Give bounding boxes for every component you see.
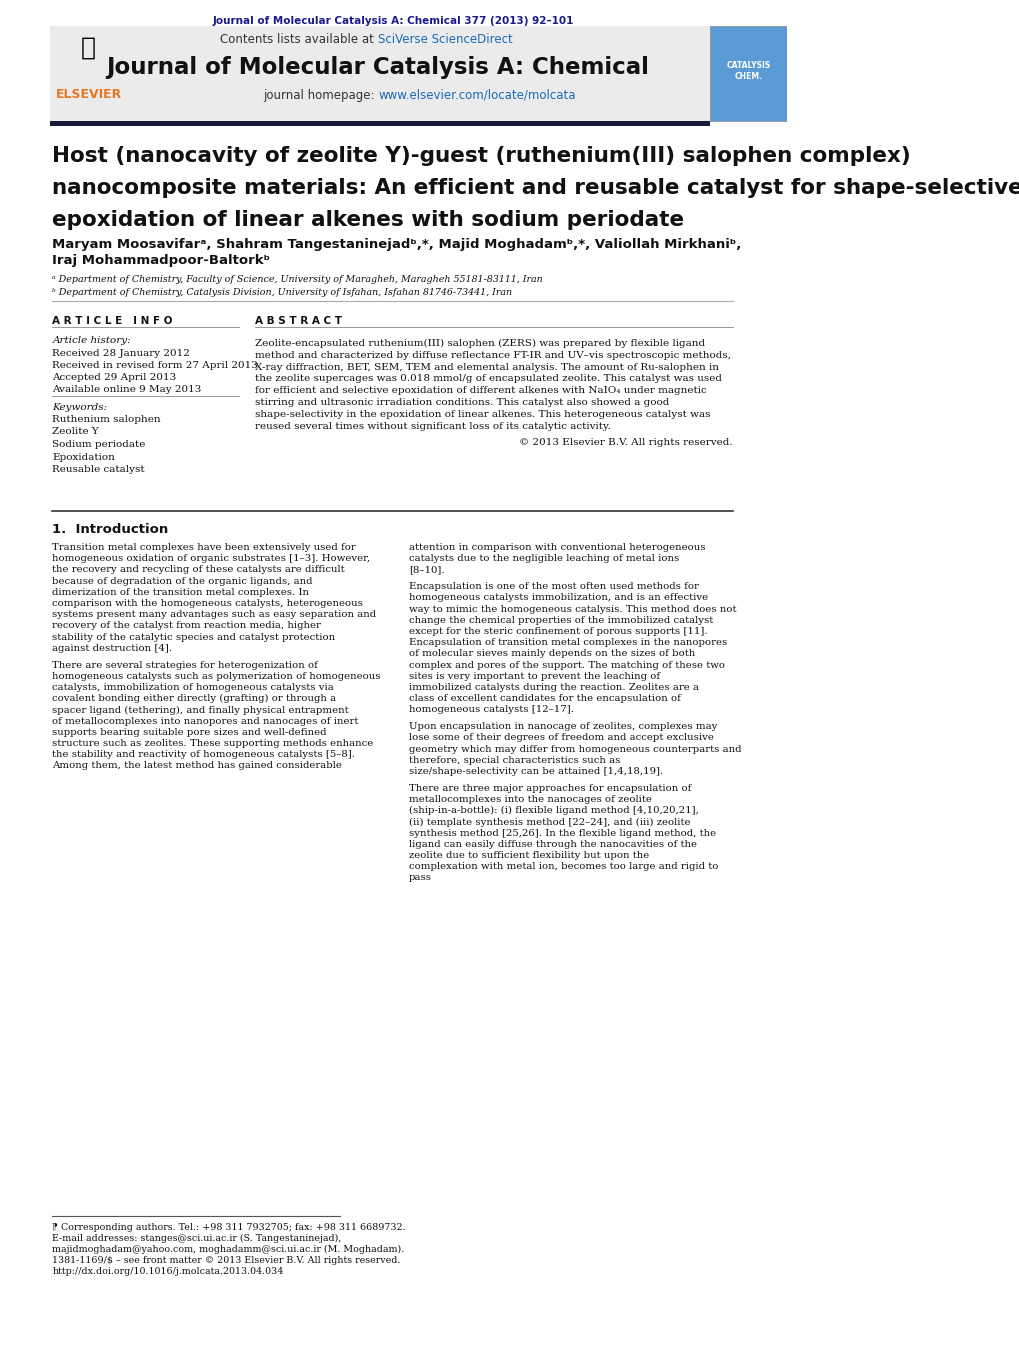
Text: majidmoghadam@yahoo.com, moghadamm@sci.ui.ac.ir (M. Moghadam).: majidmoghadam@yahoo.com, moghadamm@sci.u… bbox=[52, 1246, 405, 1254]
Text: E-mail addresses: stanges@sci.ui.ac.ir (S. Tangestaninejad),: E-mail addresses: stanges@sci.ui.ac.ir (… bbox=[52, 1233, 341, 1243]
Text: metallocomplexes into the nanocages of zeolite: metallocomplexes into the nanocages of z… bbox=[409, 794, 651, 804]
Text: of metallocomplexes into nanopores and nanocages of inert: of metallocomplexes into nanopores and n… bbox=[52, 716, 359, 725]
Text: Reusable catalyst: Reusable catalyst bbox=[52, 465, 145, 474]
Text: SciVerse ScienceDirect: SciVerse ScienceDirect bbox=[378, 32, 513, 46]
Text: supports bearing suitable pore sizes and well-defined: supports bearing suitable pore sizes and… bbox=[52, 728, 327, 736]
Text: homogeneous catalysts [12–17].: homogeneous catalysts [12–17]. bbox=[409, 705, 574, 715]
Text: ligand can easily diffuse through the nanocavities of the: ligand can easily diffuse through the na… bbox=[409, 840, 696, 848]
Text: stirring and ultrasonic irradiation conditions. This catalyst also showed a good: stirring and ultrasonic irradiation cond… bbox=[255, 399, 668, 407]
Text: ᵃ Department of Chemistry, Faculty of Science, University of Maragheh, Maragheh : ᵃ Department of Chemistry, Faculty of Sc… bbox=[52, 276, 543, 284]
Text: for efficient and selective epoxidation of different alkenes with NaIO₄ under ma: for efficient and selective epoxidation … bbox=[255, 386, 706, 396]
Text: spacer ligand (tethering), and finally physical entrapment: spacer ligand (tethering), and finally p… bbox=[52, 705, 348, 715]
Text: catalysts, immobilization of homogeneous catalysts via: catalysts, immobilization of homogeneous… bbox=[52, 684, 334, 692]
Text: Contents lists available at: Contents lists available at bbox=[220, 32, 378, 46]
Text: nanocomposite materials: An efficient and reusable catalyst for shape-selective: nanocomposite materials: An efficient an… bbox=[52, 178, 1019, 199]
Text: reused several times without significant loss of its catalytic activity.: reused several times without significant… bbox=[255, 422, 609, 431]
Text: method and characterized by diffuse reflectance FT-IR and UV–vis spectroscopic m: method and characterized by diffuse refl… bbox=[255, 351, 730, 359]
Text: ELSEVIER: ELSEVIER bbox=[56, 88, 121, 101]
Text: way to mimic the homogeneous catalysis. This method does not: way to mimic the homogeneous catalysis. … bbox=[409, 605, 736, 613]
Text: attention in comparison with conventional heterogeneous: attention in comparison with conventiona… bbox=[409, 543, 705, 553]
Text: of molecular sieves mainly depends on the sizes of both: of molecular sieves mainly depends on th… bbox=[409, 650, 695, 658]
Text: Journal of Molecular Catalysis A: Chemical 377 (2013) 92–101: Journal of Molecular Catalysis A: Chemic… bbox=[213, 16, 574, 26]
Text: Received 28 January 2012: Received 28 January 2012 bbox=[52, 349, 191, 358]
Text: Available online 9 May 2013: Available online 9 May 2013 bbox=[52, 385, 202, 394]
Text: (ship-in-a-bottle): (i) flexible ligand method [4,10,20,21],: (ship-in-a-bottle): (i) flexible ligand … bbox=[409, 807, 698, 815]
Text: Among them, the latest method has gained considerable: Among them, the latest method has gained… bbox=[52, 762, 342, 770]
Text: size/shape-selectivity can be attained [1,4,18,19].: size/shape-selectivity can be attained [… bbox=[409, 767, 662, 775]
Text: dimerization of the transition metal complexes. In: dimerization of the transition metal com… bbox=[52, 588, 309, 597]
Text: Keywords:: Keywords: bbox=[52, 403, 107, 412]
Text: the recovery and recycling of these catalysts are difficult: the recovery and recycling of these cata… bbox=[52, 566, 344, 574]
Text: homogeneous catalysts such as polymerization of homogeneous: homogeneous catalysts such as polymeriza… bbox=[52, 671, 381, 681]
Text: change the chemical properties of the immobilized catalyst: change the chemical properties of the im… bbox=[409, 616, 712, 624]
Text: structure such as zeolites. These supporting methods enhance: structure such as zeolites. These suppor… bbox=[52, 739, 373, 748]
Text: CATALYSIS
CHEM.: CATALYSIS CHEM. bbox=[726, 61, 769, 81]
Text: There are several strategies for heterogenization of: There are several strategies for heterog… bbox=[52, 661, 318, 670]
Text: geometry which may differ from homogeneous counterparts and: geometry which may differ from homogeneo… bbox=[409, 744, 741, 754]
Text: synthesis method [25,26]. In the flexible ligand method, the: synthesis method [25,26]. In the flexibl… bbox=[409, 828, 715, 838]
Text: Encapsulation of transition metal complexes in the nanopores: Encapsulation of transition metal comple… bbox=[409, 638, 727, 647]
Text: pass: pass bbox=[409, 873, 431, 882]
Text: [8–10].: [8–10]. bbox=[409, 566, 444, 574]
Text: stability of the catalytic species and catalyst protection: stability of the catalytic species and c… bbox=[52, 632, 335, 642]
Text: the zeolite supercages was 0.018 mmol/g of encapsulated zeolite. This catalyst w: the zeolite supercages was 0.018 mmol/g … bbox=[255, 374, 720, 384]
Text: Encapsulation is one of the most often used methods for: Encapsulation is one of the most often u… bbox=[409, 582, 698, 592]
Text: homogeneous catalysts immobilization, and is an effective: homogeneous catalysts immobilization, an… bbox=[409, 593, 707, 603]
Text: covalent bonding either directly (grafting) or through a: covalent bonding either directly (grafti… bbox=[52, 694, 336, 704]
Text: Sodium periodate: Sodium periodate bbox=[52, 440, 146, 449]
Text: 1.  Introduction: 1. Introduction bbox=[52, 523, 168, 536]
Text: X-ray diffraction, BET, SEM, TEM and elemental analysis. The amount of Ru-saloph: X-ray diffraction, BET, SEM, TEM and ele… bbox=[255, 362, 718, 372]
Text: class of excellent candidates for the encapsulation of: class of excellent candidates for the en… bbox=[409, 694, 680, 704]
Text: the stability and reactivity of homogeneous catalysts [5–8].: the stability and reactivity of homogene… bbox=[52, 750, 356, 759]
Text: There are three major approaches for encapsulation of: There are three major approaches for enc… bbox=[409, 784, 691, 793]
Text: ᵇ Department of Chemistry, Catalysis Division, University of Isfahan, Isfahan 81: ᵇ Department of Chemistry, Catalysis Div… bbox=[52, 288, 513, 297]
Text: Upon encapsulation in nanocage of zeolites, complexes may: Upon encapsulation in nanocage of zeolit… bbox=[409, 723, 716, 731]
Text: sites is very important to prevent the leaching of: sites is very important to prevent the l… bbox=[409, 671, 659, 681]
Text: Article history:: Article history: bbox=[52, 336, 131, 345]
Text: catalysts due to the negligible leaching of metal ions: catalysts due to the negligible leaching… bbox=[409, 554, 679, 563]
Text: Journal of Molecular Catalysis A: Chemical: Journal of Molecular Catalysis A: Chemic… bbox=[107, 55, 649, 78]
Text: systems present many advantages such as easy separation and: systems present many advantages such as … bbox=[52, 611, 376, 619]
Text: ⁋ Corresponding authors. Tel.: +98 311 7932705; fax: +98 311 6689732.: ⁋ Corresponding authors. Tel.: +98 311 7… bbox=[52, 1223, 406, 1232]
Text: Maryam Moosavifarᵃ, Shahram Tangestaninejadᵇ,*, Majid Moghadamᵇ,*, Valiollah Mir: Maryam Moosavifarᵃ, Shahram Tangestanine… bbox=[52, 238, 741, 251]
Text: (ii) template synthesis method [22–24], and (iii) zeolite: (ii) template synthesis method [22–24], … bbox=[409, 817, 690, 827]
Text: against destruction [4].: against destruction [4]. bbox=[52, 644, 172, 653]
Text: Zeolite-encapsulated ruthenium(III) salophen (ZERS) was prepared by flexible lig: Zeolite-encapsulated ruthenium(III) salo… bbox=[255, 339, 704, 349]
Bar bbox=[50, 122, 709, 126]
Text: Iraj Mohammadpoor-Baltorkᵇ: Iraj Mohammadpoor-Baltorkᵇ bbox=[52, 254, 270, 267]
Text: because of degradation of the organic ligands, and: because of degradation of the organic li… bbox=[52, 577, 313, 585]
Text: homogeneous oxidation of organic substrates [1–3]. However,: homogeneous oxidation of organic substra… bbox=[52, 554, 370, 563]
Text: immobilized catalysts during the reaction. Zeolites are a: immobilized catalysts during the reactio… bbox=[409, 684, 698, 692]
Text: A B S T R A C T: A B S T R A C T bbox=[255, 316, 341, 326]
Text: complexation with metal ion, becomes too large and rigid to: complexation with metal ion, becomes too… bbox=[409, 862, 717, 871]
Text: epoxidation of linear alkenes with sodium periodate: epoxidation of linear alkenes with sodiu… bbox=[52, 209, 684, 230]
Text: Epoxidation: Epoxidation bbox=[52, 453, 115, 462]
Text: comparison with the homogeneous catalysts, heterogeneous: comparison with the homogeneous catalyst… bbox=[52, 598, 363, 608]
Text: journal homepage:: journal homepage: bbox=[263, 89, 378, 101]
Text: http://dx.doi.org/10.1016/j.molcata.2013.04.034: http://dx.doi.org/10.1016/j.molcata.2013… bbox=[52, 1267, 283, 1275]
Text: Received in revised form 27 April 2013: Received in revised form 27 April 2013 bbox=[52, 361, 258, 370]
Text: shape-selectivity in the epoxidation of linear alkenes. This heterogeneous catal: shape-selectivity in the epoxidation of … bbox=[255, 409, 709, 419]
Bar bbox=[709, 26, 787, 122]
Text: except for the steric confinement of porous supports [11].: except for the steric confinement of por… bbox=[409, 627, 707, 636]
Text: therefore, special characteristics such as: therefore, special characteristics such … bbox=[409, 755, 620, 765]
Text: © 2013 Elsevier B.V. All rights reserved.: © 2013 Elsevier B.V. All rights reserved… bbox=[519, 439, 733, 447]
Text: recovery of the catalyst from reaction media, higher: recovery of the catalyst from reaction m… bbox=[52, 621, 321, 631]
Text: A R T I C L E   I N F O: A R T I C L E I N F O bbox=[52, 316, 173, 326]
Bar bbox=[50, 26, 127, 122]
Bar bbox=[50, 26, 709, 122]
Text: Host (nanocavity of zeolite Y)-guest (ruthenium(III) salophen complex): Host (nanocavity of zeolite Y)-guest (ru… bbox=[52, 146, 910, 166]
Text: lose some of their degrees of freedom and accept exclusive: lose some of their degrees of freedom an… bbox=[409, 734, 713, 743]
Text: Accepted 29 April 2013: Accepted 29 April 2013 bbox=[52, 373, 176, 382]
Text: Ruthenium salophen: Ruthenium salophen bbox=[52, 415, 161, 424]
Text: 🌿: 🌿 bbox=[82, 36, 96, 59]
Text: zeolite due to sufficient flexibility but upon the: zeolite due to sufficient flexibility bu… bbox=[409, 851, 648, 861]
Text: Zeolite Y: Zeolite Y bbox=[52, 427, 99, 436]
Text: 1381-1169/$ – see front matter © 2013 Elsevier B.V. All rights reserved.: 1381-1169/$ – see front matter © 2013 El… bbox=[52, 1256, 400, 1265]
Text: www.elsevier.com/locate/molcata: www.elsevier.com/locate/molcata bbox=[378, 89, 575, 101]
Text: Transition metal complexes have been extensively used for: Transition metal complexes have been ext… bbox=[52, 543, 356, 553]
Text: complex and pores of the support. The matching of these two: complex and pores of the support. The ma… bbox=[409, 661, 725, 670]
